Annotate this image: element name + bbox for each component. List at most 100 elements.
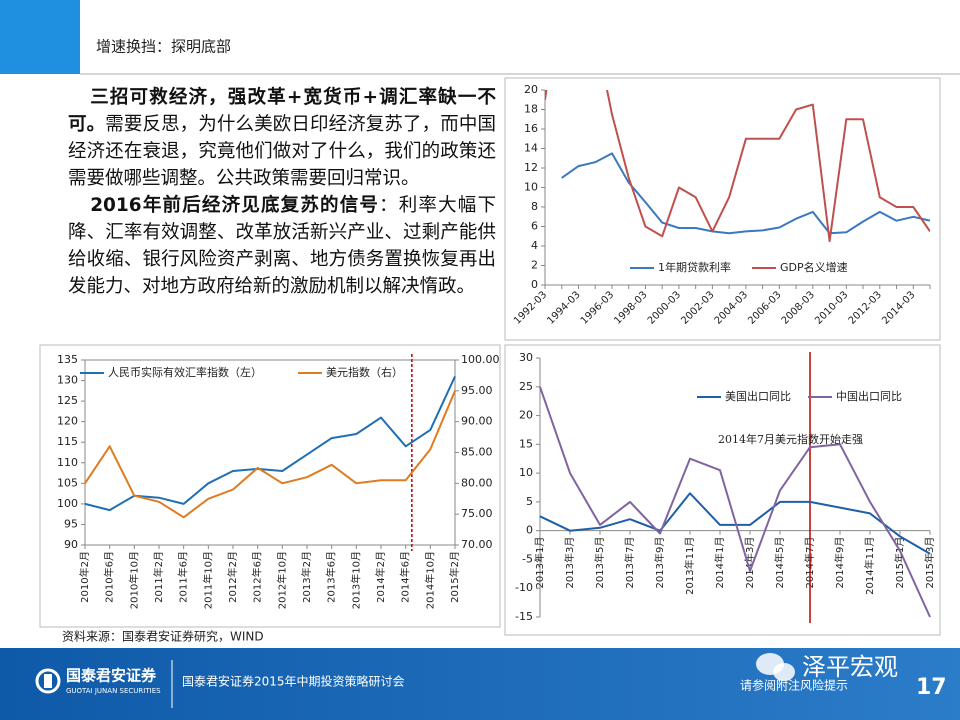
emphasis: 2016年前后经济见底复苏的信号	[90, 195, 380, 216]
x-tick-label: 2013年1月	[533, 537, 546, 589]
y-tick-label: 16	[524, 122, 538, 135]
y-tick-label: 95	[64, 517, 78, 530]
x-tick-label: 2014年10月	[423, 551, 436, 609]
x-tick-label: 2014年2月	[374, 551, 387, 603]
y-tick-label: 90	[64, 538, 78, 551]
x-tick-label: 2010年2月	[78, 551, 91, 603]
y-tick-label: 100	[57, 497, 78, 510]
x-tick-label: 2008-03	[780, 289, 817, 326]
y-tick-label: 6	[531, 220, 538, 233]
x-tick-label: 2013年9月	[653, 537, 666, 589]
watermark: 泽平宏观	[802, 653, 898, 681]
y-tick-label: 115	[57, 435, 78, 448]
y2-tick-label: 95.00	[461, 384, 493, 397]
y2-tick-label: 70.00	[461, 538, 493, 551]
y-tick-label: 4	[531, 239, 538, 252]
y2-tick-label: 90.00	[461, 415, 493, 428]
y-tick-label: 0	[526, 524, 533, 537]
y-tick-label: 2	[531, 259, 538, 272]
logo-icon	[35, 668, 61, 694]
y-tick-label: 14	[524, 142, 538, 155]
annotation: 2014年7月美元指数开始走强	[718, 432, 863, 446]
legend-label: GDP名义增速	[780, 260, 848, 274]
x-tick-label: 1994-03	[545, 289, 582, 326]
x-tick-label: 2014年9月	[833, 537, 846, 589]
x-tick-label: 2014-03	[880, 289, 917, 326]
y-tick-label: 18	[524, 103, 538, 116]
x-tick-label: 2013年11月	[683, 537, 696, 595]
y-tick-label: 20	[524, 83, 538, 96]
y-tick-label: 30	[519, 351, 533, 364]
x-tick-label: 2013年6月	[325, 551, 338, 603]
x-tick-label: 2012年10月	[275, 551, 288, 609]
x-tick-label: 2013年7月	[623, 537, 636, 589]
footer-notice: 请参阅附注风险提示	[740, 678, 848, 693]
y-tick-label: 10	[519, 466, 533, 479]
x-tick-label: 1992-03	[512, 289, 549, 326]
y-tick-label: 110	[57, 456, 78, 469]
footer-bar	[0, 648, 960, 720]
y-tick-label: -10	[515, 581, 533, 594]
paragraph: 2016年前后经济见底复苏的信号：利率大幅下降、汇率有效调整、改革放活新兴产业、…	[68, 192, 496, 300]
x-tick-label: 2010年6月	[103, 551, 116, 603]
y-tick-label: 15	[519, 437, 533, 450]
y-tick-label: 20	[519, 409, 533, 422]
footer-event: 国泰君安证券2015年中期投资策略研讨会	[182, 674, 405, 689]
emphasis: 三招可救经济，强改革+宽货币+调汇率缺一不可。	[68, 87, 496, 135]
series-line	[561, 152, 930, 235]
x-tick-label: 2011年10月	[201, 551, 214, 609]
plot-frame	[84, 359, 456, 546]
y-tick-label: 8	[531, 200, 538, 213]
x-tick-label: 1996-03	[579, 289, 616, 326]
x-tick-label: 2014年11月	[863, 537, 876, 595]
x-tick-label: 1998-03	[612, 289, 649, 326]
y-tick-label: -15	[515, 610, 533, 623]
logo-icon	[44, 674, 52, 688]
y-tick-label: -5	[522, 552, 533, 565]
x-tick-label: 2015年3月	[923, 537, 936, 589]
x-tick-label: 2014年3月	[743, 537, 756, 589]
x-tick-label: 2014年6月	[399, 551, 412, 603]
header-title: 增速换挡：探明底部	[96, 38, 231, 56]
x-tick-label: 2002-03	[679, 289, 716, 326]
chart-frame	[39, 344, 501, 628]
x-tick-label: 2013年10月	[349, 551, 362, 609]
y-tick-label: 135	[57, 353, 78, 366]
x-tick-label: 2004-03	[713, 289, 750, 326]
x-tick-label: 2013年3月	[563, 537, 576, 589]
y-tick-label: 12	[524, 161, 538, 174]
chart-frame	[504, 344, 941, 636]
logo-text: 国泰君安证券	[66, 667, 157, 685]
y-tick-label: 25	[519, 380, 533, 393]
x-tick-label: 2013年5月	[593, 537, 606, 589]
y2-tick-label: 100.00	[461, 353, 500, 366]
y-tick-label: 5	[526, 495, 533, 508]
wechat-icon	[773, 663, 795, 681]
legend-label: 1年期贷款利率	[658, 260, 731, 274]
y-tick-label: 10	[524, 181, 538, 194]
y-tick-label: 105	[57, 476, 78, 489]
series-line	[539, 386, 931, 618]
x-tick-label: 2012-03	[847, 289, 884, 326]
y-tick-label: 125	[57, 394, 78, 407]
body-text: 三招可救经济，强改革+宽货币+调汇率缺一不可。需要反思，为什么美欧日印经济复苏了…	[68, 84, 496, 300]
legend-label: 人民币实际有效汇率指数（左）	[108, 365, 262, 379]
paragraph: 三招可救经济，强改革+宽货币+调汇率缺一不可。需要反思，为什么美欧日印经济复苏了…	[68, 84, 496, 192]
y-tick-label: 130	[57, 374, 78, 387]
paragraph-text: 需要反思，为什么美欧日印经济复苏了，而中国经济还在衰退，究竟他们做对了什么，我们…	[68, 114, 496, 189]
x-tick-label: 2014年5月	[773, 537, 786, 589]
y2-tick-label: 75.00	[461, 507, 493, 520]
source-note: 资料来源：国泰君安证券研究，WIND	[62, 629, 264, 644]
x-tick-label: 2015年1月	[893, 537, 906, 589]
y2-tick-label: 80.00	[461, 476, 493, 489]
x-tick-label: 2012年6月	[251, 551, 264, 603]
legend-label: 美国出口同比	[725, 389, 791, 403]
legend-label: 中国出口同比	[836, 389, 902, 403]
y-tick-label: 0	[531, 278, 538, 291]
page-number: 17	[916, 675, 947, 700]
x-tick-label: 2015年2月	[448, 551, 461, 603]
chart-frame	[504, 77, 941, 341]
logo-subtext: GUOTAI JUNAN SECURITIES	[66, 687, 161, 695]
